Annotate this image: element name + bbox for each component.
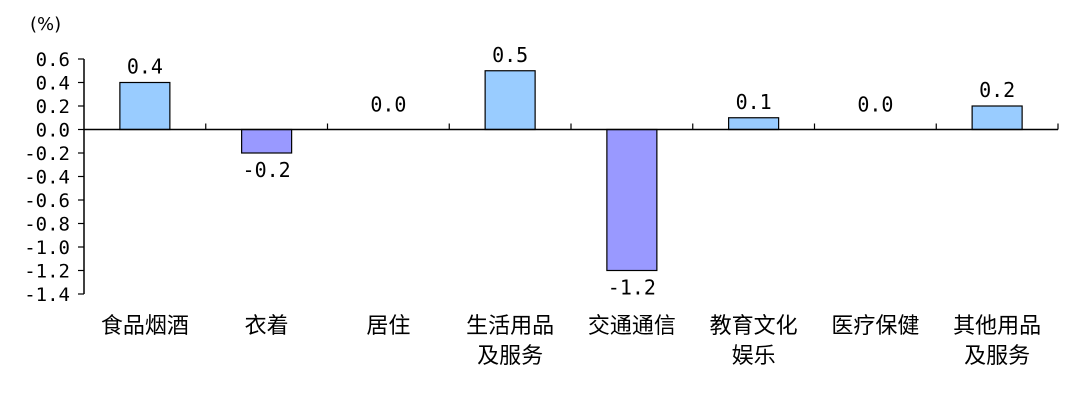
bar [971,105,1023,131]
bar [728,117,780,131]
y-axis: 0.60.40.20.0-0.2-0.4-0.6-0.8-1.0-1.2-1.4 [24,49,85,306]
y-axis-unit-label: (%) [30,14,61,35]
category-label: 其他用品 [953,314,1041,339]
data-label: 0.0 [857,93,893,117]
y-tick-label: -0.4 [24,167,70,189]
data-label: -0.2 [243,158,291,182]
category-label: 医疗保健 [831,314,919,339]
category-label: 食品烟酒 [101,314,189,339]
data-label: -1.2 [608,276,656,300]
category-label: 及服务 [477,344,543,369]
bar [606,128,658,272]
category-label: 居住 [366,314,410,339]
y-tick-label: -1.4 [24,284,70,306]
data-label: 0.5 [492,43,528,67]
y-tick-label: -0.8 [24,214,70,236]
y-tick-label: -1.0 [24,237,70,259]
category-label: 及服务 [964,344,1030,369]
data-labels: 0.4 -0.2 0.0 0.5 -1.2 0.1 0.0 0.2 [127,43,1015,300]
bar [241,128,293,154]
category-label: 生活用品 [466,314,554,339]
data-label: 0.0 [370,93,406,117]
category-label: 教育文化 [710,314,798,339]
category-label: 衣着 [245,314,289,339]
bar [484,70,536,131]
data-label: 0.4 [127,55,163,79]
bar [119,81,171,131]
y-tick-label: -0.2 [24,143,70,165]
y-tick-label: -1.2 [24,261,70,283]
y-tick-label: 0.4 [36,73,70,95]
data-label: 0.1 [736,90,772,114]
x-axis [84,123,1059,131]
y-tick-label: 0.0 [36,120,70,142]
bars [119,70,1023,272]
data-label: 0.2 [979,78,1015,102]
category-label: 交通通信 [588,314,676,339]
y-tick-label: 0.2 [36,96,70,118]
y-tick-label: 0.6 [36,49,70,71]
y-tick-label: -0.6 [24,190,70,212]
category-label: 娱乐 [732,344,776,369]
